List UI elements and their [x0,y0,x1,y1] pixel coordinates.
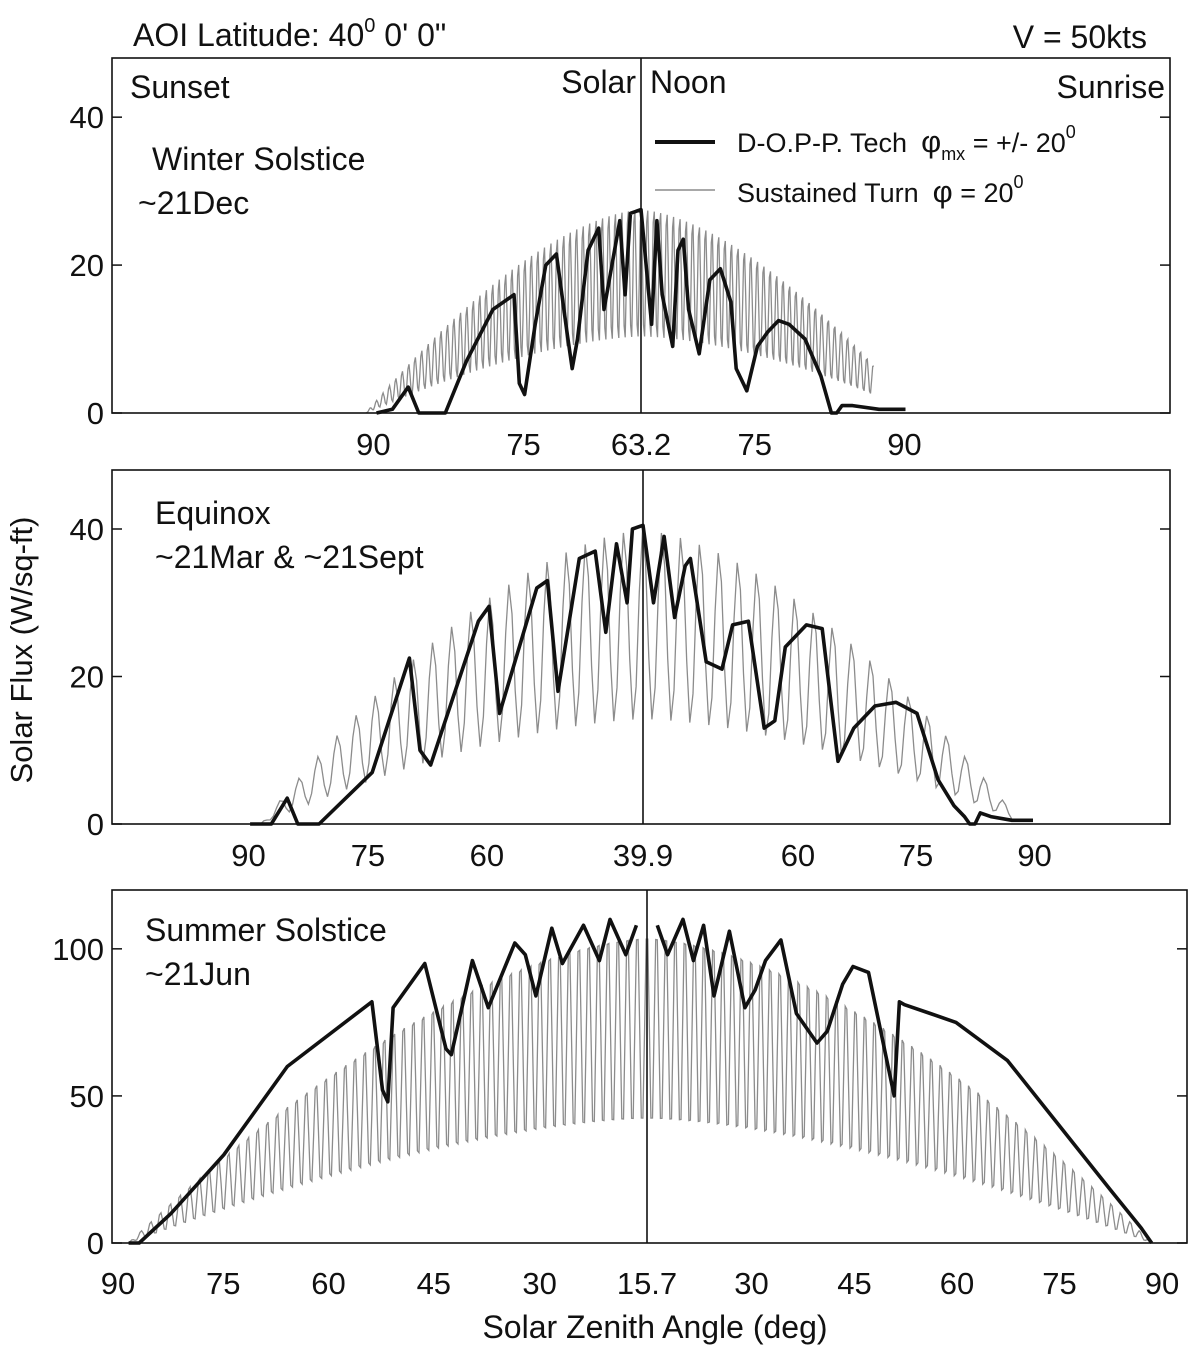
x-tick-label: 75 [1042,1266,1076,1301]
y-tick-label: 0 [87,1226,104,1261]
x-tick-label: 30 [522,1266,556,1301]
axes-frame [111,469,1171,825]
legend: D-O.P-P. Tech φmx = +/- 200 Sustained Tur… [655,122,1076,209]
x-tick-label: 75 [206,1266,240,1301]
x-tick-label: 60 [470,838,504,873]
y-tick-label: 0 [87,396,104,431]
panel2-subtitle: ~21Mar & ~21Sept [155,539,424,575]
series-sustained-turn [128,938,1153,1244]
label-noon: Noon [650,64,727,100]
legend-dopp-label: D-O.P-P. Tech φmx = +/- 200 [737,122,1076,164]
x-tick-label: 90 [231,838,265,873]
y-tick-label: 20 [70,248,104,283]
series-dopp-tech [250,523,1033,826]
panel-3: 0 50 100 90 75 60 45 30 15.7 30 45 60 75 90 [52,889,1188,1301]
x-tick-label: 75 [899,838,933,873]
y-tick-label: 50 [70,1079,104,1114]
header-latitude: AOI Latitude: 400 0' 0" [133,15,446,53]
x-tick-label: 63.2 [611,427,671,462]
x-tick-label: 60 [781,838,815,873]
y-axis-label: Solar Flux (W/sq-ft) [4,517,39,784]
x-tick-label: 45 [417,1266,451,1301]
x-tick-label: 60 [311,1266,345,1301]
y-tick-label: 40 [70,100,104,135]
label-solar: Solar [561,64,636,100]
y-tick-label: 100 [52,932,104,967]
panel2-title: Equinox [155,495,271,531]
x-tick-label: 39.9 [613,838,673,873]
x-tick-label: 30 [734,1266,768,1301]
axes-frame [111,889,1188,1244]
panel1-subtitle: ~21Dec [138,185,249,221]
panel3-title: Summer Solstice [145,912,387,948]
x-tick-label: 45 [837,1266,871,1301]
panel1-title: Winter Solstice [152,141,365,177]
series-dopp-tech [128,917,1154,1245]
label-sunset: Sunset [130,69,230,105]
x-tick-label: 90 [887,427,921,462]
label-sunrise: Sunrise [1057,69,1166,105]
panel-1: 0 20 40 90 75 63.2 75 90 [70,57,1171,462]
legend-sustained-label: Sustained Turn φ = 200 [737,172,1024,209]
x-tick-label: 90 [1145,1266,1179,1301]
x-tick-label: 75 [737,427,771,462]
series-sustained-turn [260,530,1013,825]
y-tick-label: 20 [70,660,104,695]
y-tick-label: 0 [87,807,104,842]
panel3-subtitle: ~21Jun [145,956,251,992]
x-axis-label: Solar Zenith Angle (deg) [482,1309,827,1345]
x-tick-label: 60 [940,1266,974,1301]
header-velocity: V = 50kts [1013,19,1147,55]
panel-2: 0 20 40 90 75 60 39.9 60 75 90 [70,469,1171,873]
y-tick-label: 40 [70,512,104,547]
x-tick-label: 75 [506,427,540,462]
series-sustained-turn [365,209,875,414]
series-dopp-tech [376,207,906,415]
x-tick-label: 15.7 [617,1266,677,1301]
x-tick-label: 90 [356,427,390,462]
x-tick-label: 90 [1017,838,1051,873]
x-tick-label: 75 [351,838,385,873]
x-tick-label: 90 [101,1266,135,1301]
